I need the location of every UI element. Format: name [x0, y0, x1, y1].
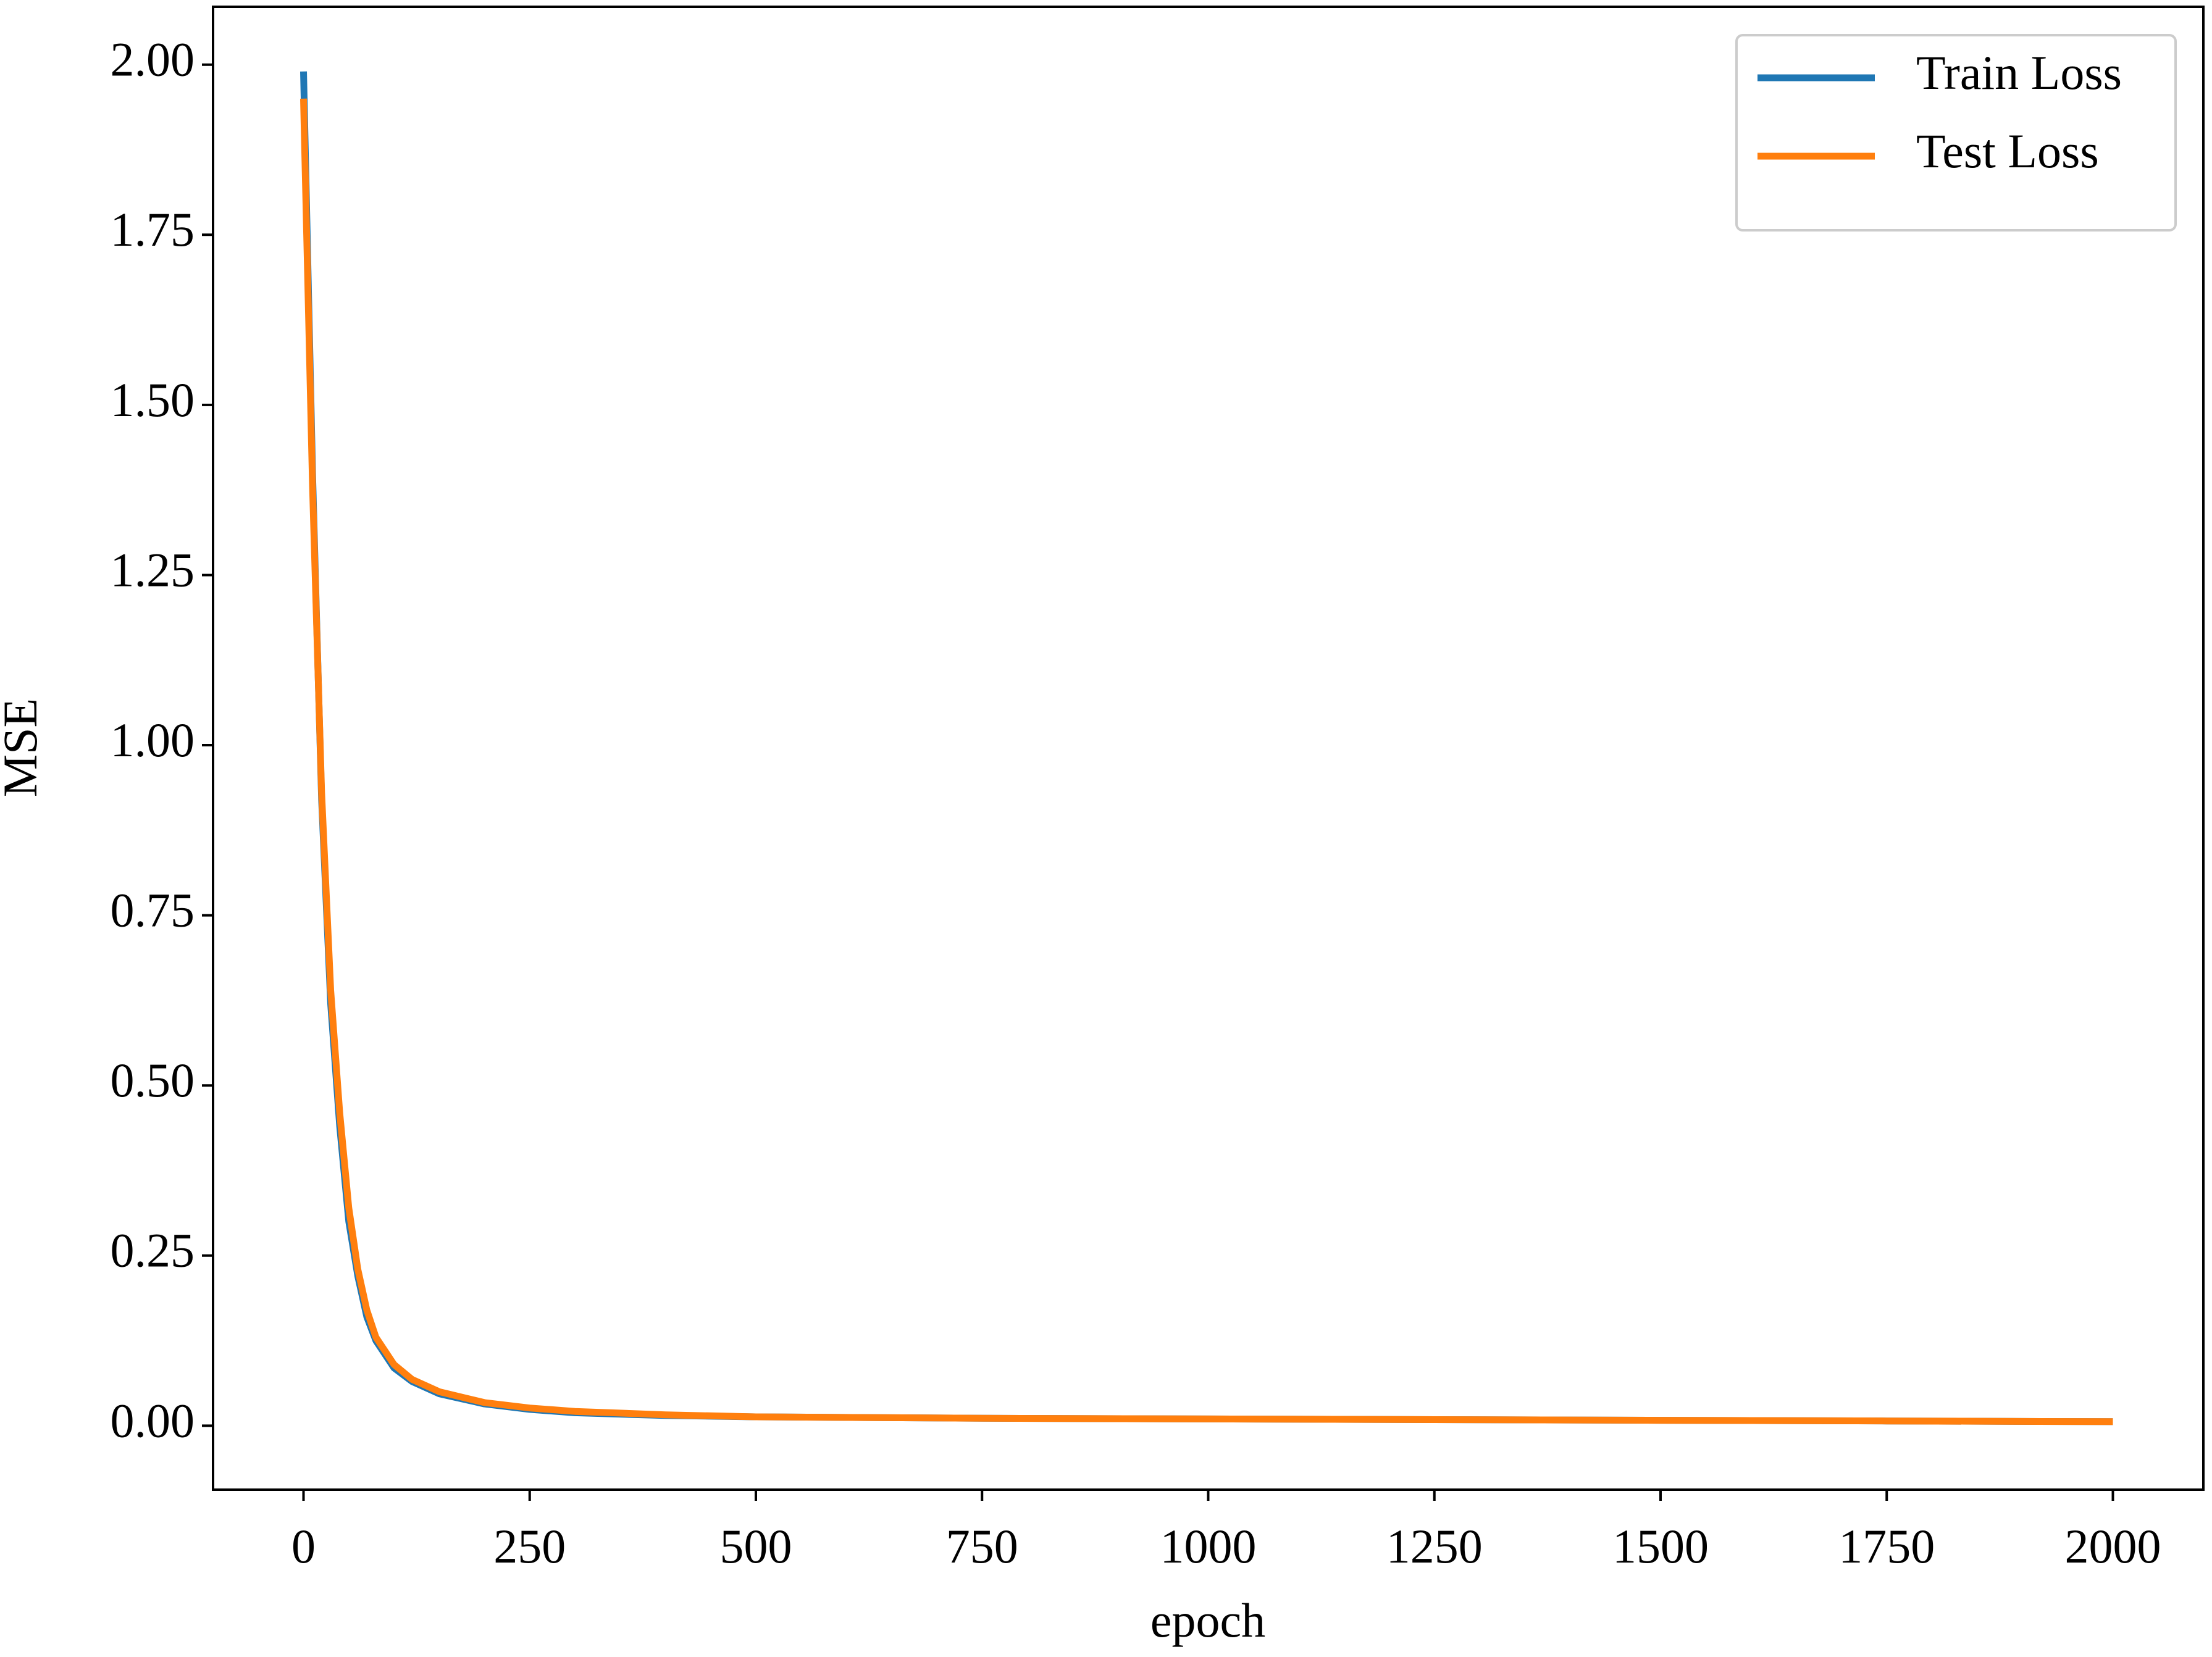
y-tick-label: 1.50	[111, 373, 195, 427]
line-series	[300, 98, 2113, 1425]
x-tick-label: 1750	[1838, 1519, 1935, 1573]
y-tick-label: 0.75	[111, 883, 195, 937]
x-tick-label: 2000	[2065, 1519, 2161, 1573]
y-tick-label: 0.50	[111, 1053, 195, 1107]
x-tick-label: 500	[720, 1519, 792, 1573]
x-axis-label: epoch	[1150, 1593, 1265, 1647]
x-tick-label: 750	[946, 1519, 1018, 1573]
legend-label: Test Loss	[1916, 124, 2099, 178]
y-tick-label: 0.00	[111, 1393, 195, 1447]
y-tick-label: 1.00	[111, 713, 195, 767]
legend-label: Train Loss	[1916, 46, 2122, 99]
legend-box	[1735, 34, 2177, 232]
x-tick-label: 1000	[1160, 1519, 1257, 1573]
y-tick-label: 2.00	[111, 33, 195, 86]
y-tick-label: 1.75	[111, 202, 195, 256]
line-series	[300, 71, 2113, 1425]
y-tick-label: 0.25	[111, 1224, 195, 1277]
x-tick-label: 0	[291, 1519, 316, 1573]
y-tick-label: 1.25	[111, 543, 195, 596]
x-tick-label: 1250	[1386, 1519, 1483, 1573]
y-axis-label: MSE	[0, 698, 47, 797]
plot-frame	[212, 6, 2205, 1491]
x-tick-label: 1500	[1612, 1519, 1709, 1573]
x-tick-label: 250	[493, 1519, 566, 1573]
